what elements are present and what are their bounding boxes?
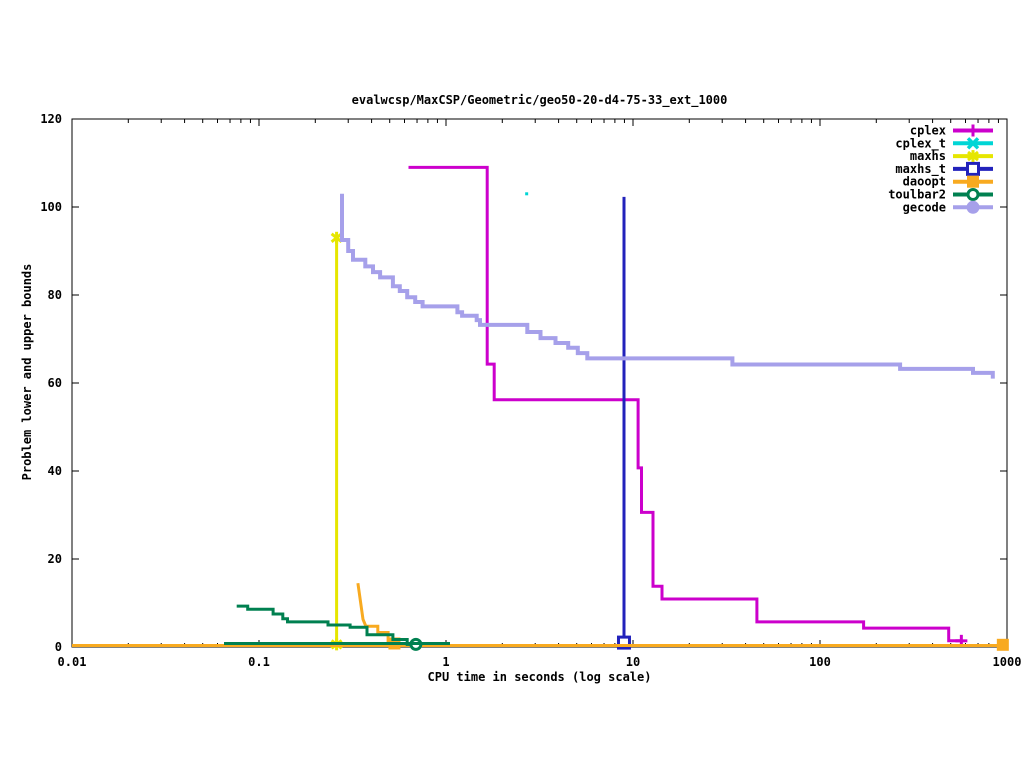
series-cplex_t-marker <box>525 192 529 196</box>
legend-label-daoopt: daoopt <box>903 175 946 189</box>
legend-label-maxhs_t: maxhs_t <box>895 162 946 177</box>
legend-label-cplex_t: cplex_t <box>895 136 946 151</box>
legend-marker-maxhs <box>967 150 979 162</box>
y-tick-label: 40 <box>48 464 62 478</box>
x-axis-label: CPU time in seconds (log scale) <box>427 670 652 684</box>
series-cplex-line <box>408 165 962 643</box>
y-tick-label: 80 <box>48 288 62 302</box>
x-tick-label: 0.01 <box>58 655 87 669</box>
plot-border <box>71 118 1008 648</box>
x-tick-label: 10 <box>626 655 640 669</box>
y-tick-label: 100 <box>40 200 62 214</box>
chart-title: evalwcsp/MaxCSP/Geometric/geo50-20-d4-75… <box>351 93 728 107</box>
x-tick-label: 1000 <box>993 655 1022 669</box>
legend-label-gecode: gecode <box>903 200 946 214</box>
legend-label-cplex: cplex <box>910 124 946 138</box>
series-toulbar2-line <box>236 604 416 646</box>
legend-marker-maxhs_t <box>966 161 980 176</box>
legend-label-toulbar2: toulbar2 <box>888 188 946 202</box>
x-tick-label: 0.1 <box>248 655 270 669</box>
y-tick-label: 120 <box>40 112 62 126</box>
y-tick-label: 20 <box>48 552 62 566</box>
y-tick-label: 0 <box>55 640 62 654</box>
series-maxhs_t-marker <box>616 635 631 650</box>
series-gecode-line <box>340 193 995 379</box>
legend-marker-gecode <box>966 200 980 214</box>
series-maxhs-marker <box>330 232 343 243</box>
series-daoopt-line <box>356 582 395 645</box>
legend-marker-cplex_t <box>966 137 980 150</box>
legend-label-maxhs: maxhs <box>910 149 946 163</box>
legend-marker-toulbar2 <box>966 188 980 201</box>
x-tick-label: 100 <box>809 655 831 669</box>
y-tick-label: 60 <box>48 376 62 390</box>
legend-marker-daoopt <box>967 175 979 188</box>
y-axis-label: Problem lower and upper bounds <box>20 263 34 481</box>
x-tick-label: 1 <box>442 655 449 669</box>
